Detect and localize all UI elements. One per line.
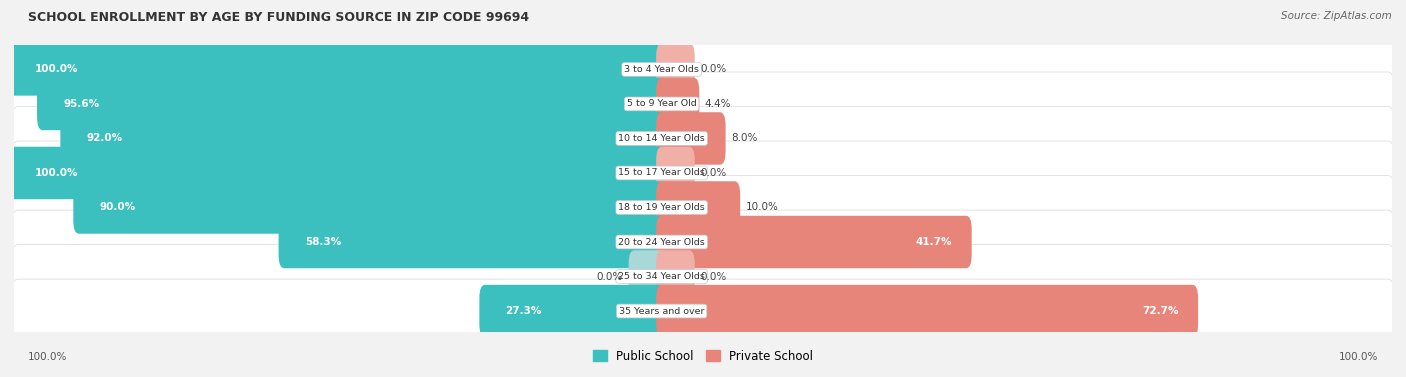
Text: 15 to 17 Year Olds: 15 to 17 Year Olds — [619, 169, 704, 178]
FancyBboxPatch shape — [657, 78, 699, 130]
FancyBboxPatch shape — [628, 250, 668, 303]
Text: 100.0%: 100.0% — [35, 168, 79, 178]
FancyBboxPatch shape — [8, 147, 668, 199]
FancyBboxPatch shape — [657, 250, 695, 303]
Text: 0.0%: 0.0% — [700, 271, 727, 282]
Text: Source: ZipAtlas.com: Source: ZipAtlas.com — [1281, 11, 1392, 21]
FancyBboxPatch shape — [11, 141, 1395, 205]
Text: SCHOOL ENROLLMENT BY AGE BY FUNDING SOURCE IN ZIP CODE 99694: SCHOOL ENROLLMENT BY AGE BY FUNDING SOUR… — [28, 11, 529, 24]
FancyBboxPatch shape — [11, 176, 1395, 239]
Text: 27.3%: 27.3% — [506, 306, 541, 316]
FancyBboxPatch shape — [479, 285, 668, 337]
Text: 35 Years and over: 35 Years and over — [619, 307, 704, 316]
FancyBboxPatch shape — [37, 78, 668, 130]
Text: 10 to 14 Year Olds: 10 to 14 Year Olds — [619, 134, 704, 143]
Text: 90.0%: 90.0% — [100, 202, 135, 213]
FancyBboxPatch shape — [11, 245, 1395, 308]
FancyBboxPatch shape — [73, 181, 668, 234]
FancyBboxPatch shape — [657, 112, 725, 165]
FancyBboxPatch shape — [11, 107, 1395, 170]
Text: 95.6%: 95.6% — [63, 99, 100, 109]
Text: 72.7%: 72.7% — [1142, 306, 1178, 316]
FancyBboxPatch shape — [11, 37, 1395, 101]
Text: 0.0%: 0.0% — [700, 168, 727, 178]
Text: 100.0%: 100.0% — [1339, 352, 1378, 362]
FancyBboxPatch shape — [11, 279, 1395, 343]
FancyBboxPatch shape — [60, 112, 668, 165]
FancyBboxPatch shape — [11, 210, 1395, 274]
FancyBboxPatch shape — [657, 43, 695, 96]
Text: 8.0%: 8.0% — [731, 133, 758, 143]
FancyBboxPatch shape — [657, 216, 972, 268]
Text: 20 to 24 Year Olds: 20 to 24 Year Olds — [619, 238, 704, 247]
Text: 100.0%: 100.0% — [28, 352, 67, 362]
FancyBboxPatch shape — [657, 181, 740, 234]
FancyBboxPatch shape — [657, 285, 1198, 337]
Text: 100.0%: 100.0% — [35, 64, 79, 74]
Text: 25 to 34 Year Olds: 25 to 34 Year Olds — [619, 272, 704, 281]
Text: 4.4%: 4.4% — [704, 99, 731, 109]
Legend: Public School, Private School: Public School, Private School — [588, 345, 818, 367]
FancyBboxPatch shape — [657, 147, 695, 199]
FancyBboxPatch shape — [8, 43, 668, 96]
Text: 3 to 4 Year Olds: 3 to 4 Year Olds — [624, 65, 699, 74]
FancyBboxPatch shape — [11, 72, 1395, 136]
Text: 41.7%: 41.7% — [915, 237, 952, 247]
Text: 58.3%: 58.3% — [305, 237, 342, 247]
Text: 0.0%: 0.0% — [700, 64, 727, 74]
Text: 10.0%: 10.0% — [745, 202, 779, 213]
Text: 18 to 19 Year Olds: 18 to 19 Year Olds — [619, 203, 704, 212]
Text: 0.0%: 0.0% — [596, 271, 623, 282]
Text: 92.0%: 92.0% — [87, 133, 122, 143]
FancyBboxPatch shape — [278, 216, 668, 268]
Text: 5 to 9 Year Old: 5 to 9 Year Old — [627, 100, 696, 109]
